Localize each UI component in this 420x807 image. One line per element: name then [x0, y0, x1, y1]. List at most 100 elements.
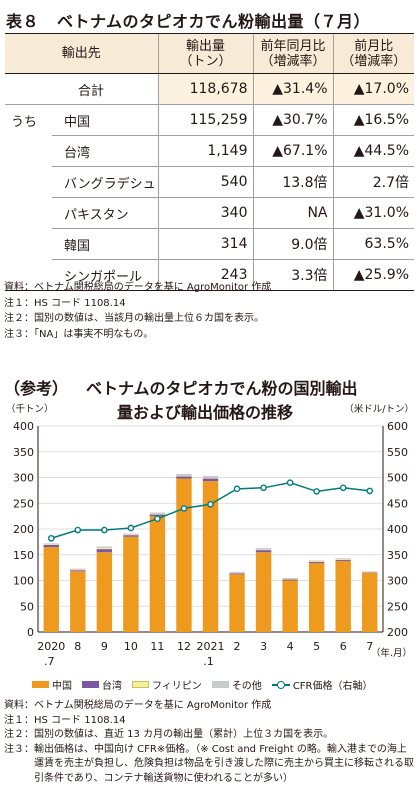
bar-taiwan [255, 550, 272, 553]
right-tick-label: 500 [387, 472, 408, 485]
table-header-row: 輸出先 輸出量 （トン） 前年同月比 （増減率） 前月比 （増減率） [5, 33, 414, 74]
legend-philippines: フィリピン [132, 677, 202, 692]
bar-taiwan [96, 549, 113, 553]
row-volume: 314 [157, 228, 253, 260]
cfr-price-point [180, 505, 188, 512]
cfr-price-point [74, 526, 82, 534]
bar-other [335, 558, 351, 560]
bar-taiwan [70, 570, 86, 572]
x-tick-label: 9 [101, 640, 108, 653]
x-tick-label: 11 [150, 640, 164, 653]
left-tick-label: 350 [13, 446, 34, 459]
x-tick-label: 2 [234, 640, 241, 653]
bar-taiwan [202, 478, 219, 482]
table-row: 合計 118,678 ▲31.4% ▲17.0% [5, 73, 414, 105]
header-mom: 前月比 （増減率） [332, 33, 414, 74]
bar-philippines [335, 559, 351, 560]
row-name: 合計 [52, 73, 158, 105]
row-name: 台湾 [52, 135, 158, 167]
bar-china [282, 580, 298, 632]
table-row: 台湾 1,149 ▲67.1% ▲44.5% [5, 135, 414, 167]
right-tick-label: 250 [387, 600, 408, 613]
left-tick-label: 0 [27, 626, 34, 639]
bar-china [335, 560, 351, 632]
row-volume: 1,149 [157, 135, 253, 167]
row-name: 韓国 [52, 228, 158, 260]
bar-china [308, 562, 325, 632]
note-1: 注１：HS コード 1108.14 [4, 297, 126, 309]
left-tick-label: 100 [13, 575, 34, 588]
bar-taiwan [43, 544, 59, 548]
export-table: 輸出先 輸出量 （トン） 前年同月比 （増減率） 前月比 （増減率） 合計 118,6… [5, 33, 414, 291]
table-row: パキスタン 340 NA ▲31.0% [5, 197, 414, 229]
header-volume: 輸出量 （トン） [157, 33, 253, 74]
left-tick-label: 400 [13, 420, 34, 433]
bar-taiwan [362, 572, 378, 573]
left-tick-label: 250 [13, 497, 34, 510]
table-row: シンガポール 243 3.3倍 ▲25.9% [5, 259, 414, 291]
chart-notes: 資料： ベトナム関税総局のデータを基に AgroMonitor 作成 注１： HS … [4, 699, 416, 786]
row-yoy: ▲67.1% [252, 135, 333, 167]
chart-note: 資料： ベトナム関税総局のデータを基に AgroMonitor 作成 [4, 700, 272, 711]
row-yoy: 13.8倍 [252, 166, 333, 198]
table-notes: 資料：ベトナム関税総局のデータを基に AgroMonitor 作成 注１：HS … [4, 280, 271, 342]
price-line [47, 479, 374, 542]
bar-taiwan [149, 514, 166, 517]
right-tick-label: 350 [387, 549, 408, 562]
table-title-text: ベトナムのタピオカでん粉輸出量（７月） [57, 12, 371, 31]
legend-swatch [82, 681, 99, 688]
bar-china [202, 481, 219, 632]
row-mom: ▲16.5% [332, 104, 414, 136]
bar-philippines [149, 514, 166, 515]
table-row: うち 中国 115,259 ▲30.7% ▲16.5% [5, 104, 414, 136]
header-destination: 輸出先 [5, 33, 158, 74]
bar-taiwan [282, 579, 298, 581]
left-tick-label: 150 [13, 549, 34, 562]
row-mom: ▲44.5% [332, 135, 414, 167]
chart-section-title: （参考） ベトナムのタピオカでん粉の国別輸出 量および輸出価格の推移 [4, 377, 358, 425]
bar-other [176, 473, 192, 476]
cfr-price-point [366, 487, 374, 495]
legend-taiwan: 台湾 [82, 677, 122, 692]
x-tick-label: 8 [74, 640, 81, 653]
bar-philippines [282, 578, 298, 580]
cfr-price-point [101, 526, 108, 534]
bar-philippines [255, 549, 272, 551]
bar-taiwan [176, 476, 192, 479]
x-tick-label: 6 [340, 640, 347, 653]
bar-china [255, 552, 272, 632]
cfr-price-point [127, 524, 135, 532]
bar-china [70, 571, 86, 632]
cfr-price-point [313, 488, 320, 495]
legend-line-swatch [271, 680, 290, 689]
x-axis: 2020 .7 8 9 10 11 12 2021 .1 2 3 4 5 6 7 [37, 640, 373, 668]
row-mom: ▲31.0% [332, 197, 414, 229]
row-yoy: 3.3倍 [252, 259, 333, 291]
legend-swatch [211, 681, 229, 688]
export-chart: （千トン） （米ドル/トン） 050100150200250300350400 … [6, 403, 414, 668]
table-number: 表８ [6, 12, 40, 31]
uchi-label: うち [11, 114, 38, 130]
cfr-price-point [339, 484, 347, 492]
chart-legend: 中国 台湾 フィリピン その他 CFR価格（右軸） [32, 677, 383, 692]
bar-taiwan [308, 561, 325, 563]
left-tick-label: 50 [20, 600, 34, 613]
row-name: 中国 [52, 104, 158, 136]
bar-other [202, 475, 219, 479]
bar-china [43, 547, 59, 632]
left-axis-unit: （千トン） [6, 403, 54, 415]
bar-other [362, 571, 378, 572]
x-axis-unit: （年.月） [371, 647, 412, 659]
cfr-price-point [260, 484, 267, 492]
row-volume: 243 [157, 259, 253, 291]
legend-other: その他 [211, 677, 262, 692]
bar-china [229, 574, 245, 632]
left-axis: 0 50 100 150 200 250 300 350 400 [13, 420, 34, 639]
table-row: バングラデシュ 540 13.8倍 2.7倍 [5, 166, 414, 198]
bar-other [229, 571, 245, 573]
row-mom: ▲25.9% [332, 259, 414, 291]
x-tick-label: 4 [287, 640, 294, 653]
bar-other [255, 548, 272, 550]
chart-grid [37, 425, 384, 633]
right-tick-label: 450 [387, 497, 408, 510]
